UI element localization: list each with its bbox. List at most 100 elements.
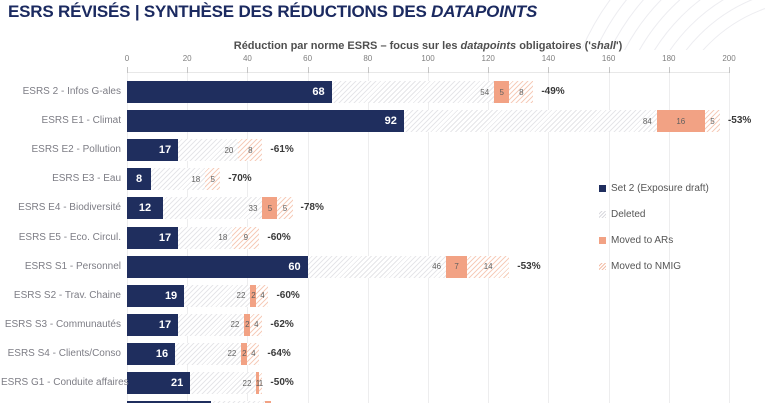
bar-segment-moved-to-ars[interactable]: 5 — [262, 197, 278, 220]
segment-value-label: 22 — [230, 320, 240, 330]
legend-item-set2[interactable]: Set 2 (Exposure draft) — [599, 183, 709, 194]
gridline — [307, 73, 309, 403]
bar-segment-set2[interactable]: 17 — [127, 226, 179, 249]
bar-row: ESRS S2 - Trav. Chaine 19 22 2 4 -60% — [14, 284, 300, 307]
segment-value-label: 22 — [236, 291, 246, 301]
bar-segment-deleted[interactable]: 54 — [331, 81, 495, 103]
bar-segment-moved-to-nmig[interactable]: 4 — [247, 342, 260, 365]
bar-segment-moved-to-nmig[interactable]: 5 — [205, 168, 221, 191]
segment-value-label: 8 — [135, 173, 143, 186]
category-label: ESRS E5 - Eco. Circul. — [18, 231, 121, 243]
reduction-percentage-label: -53% — [517, 260, 541, 272]
bar-segment-set2[interactable]: 19 — [127, 284, 185, 307]
bar-segment-moved-to-nmig[interactable]: 9 — [232, 226, 260, 249]
bar-segment-set2[interactable]: 60 — [127, 255, 308, 278]
bar-row: ESRS S1 - Personnel 60 46 7 14 -53% — [25, 255, 541, 278]
gridline — [729, 73, 730, 403]
bar-segment-set2[interactable]: 17 — [127, 139, 179, 162]
bar-segment-deleted[interactable]: 20 — [178, 139, 239, 162]
segment-value-label: 4 — [260, 291, 265, 301]
bar-segment-moved-to-nmig[interactable]: 4 — [256, 284, 269, 307]
segment-value-label: 21 — [170, 377, 184, 389]
x-axis-tick-label: 100 — [421, 54, 435, 63]
bar-segment-set2[interactable]: 16 — [127, 342, 176, 365]
segment-value-label: 22 — [227, 349, 237, 359]
bar-row: ESRS E3 - Eau 8 18 5 -70% — [52, 168, 252, 191]
axis-tick-mark — [548, 67, 550, 73]
bar-segment-moved-to-nmig[interactable]: 4 — [250, 313, 263, 336]
x-axis-tick-label: 140 — [541, 54, 556, 63]
axis-tick-mark — [729, 67, 730, 73]
bar-segment-deleted[interactable]: 84 — [403, 110, 657, 133]
bar-segment-moved-to-nmig[interactable]: 5 — [277, 197, 293, 220]
bar-segment-set2[interactable]: 68 — [127, 81, 332, 103]
bar-segment-deleted[interactable] — [211, 401, 266, 403]
legend-swatch-icon — [599, 237, 606, 244]
reduction-percentage-label: -64% — [267, 347, 291, 359]
x-axis-tick-label: 120 — [481, 54, 495, 63]
bar-segment-set2[interactable]: 8 — [127, 168, 152, 191]
bar-segment-moved-to-nmig[interactable]: 8 — [509, 81, 534, 103]
bar-segment-moved-to-nmig[interactable]: 1 — [258, 372, 264, 394]
chart-title-italic-2: shall — [590, 40, 616, 52]
bar-segment-moved-to-ars[interactable]: 2 — [244, 313, 251, 336]
bar-segment-moved-to-ars[interactable]: 16 — [656, 110, 705, 133]
chart-title-italic-1: datapoints — [460, 40, 517, 52]
page-title-italic: DATAPOINTS — [431, 2, 538, 21]
legend-item-nmig[interactable]: Moved to NMIG — [599, 261, 709, 272]
x-axis-tick-label: 80 — [363, 54, 373, 63]
bar-segment-deleted[interactable]: 22 — [175, 342, 242, 365]
reduction-percentage-label: -78% — [300, 202, 324, 214]
x-axis-tick-label: 60 — [303, 54, 313, 63]
legend-swatch-icon — [599, 211, 606, 218]
bar-segment-deleted[interactable]: 46 — [307, 255, 447, 278]
segment-value-label: 2 — [251, 291, 256, 301]
segment-value-label: 68 — [312, 86, 325, 98]
bar-segment-set2[interactable]: 92 — [127, 110, 404, 133]
legend-swatch-icon — [599, 185, 606, 192]
axis-tick-mark — [187, 67, 189, 73]
axis-tick-mark — [608, 67, 610, 73]
category-label: ESRS S3 - Communautés — [4, 318, 121, 330]
segment-value-label: 46 — [432, 262, 442, 272]
reduction-percentage-label: -60% — [276, 289, 300, 301]
bar-segment-set2[interactable]: 17 — [127, 313, 179, 336]
bar-segment-moved-to-ars[interactable]: 2 — [241, 342, 248, 365]
bar-segment-set2[interactable]: 21 — [127, 372, 191, 394]
bar-segment-moved-to-ars[interactable]: 5 — [494, 81, 510, 103]
axis-tick-mark — [488, 67, 490, 73]
legend-label: Deleted — [611, 209, 646, 220]
segment-value-label: 16 — [155, 347, 169, 360]
bar-segment-deleted[interactable]: 18 — [178, 226, 233, 249]
bar-segment-deleted[interactable]: 33 — [163, 197, 263, 220]
gridline — [428, 73, 429, 403]
segment-value-label: 1 — [258, 378, 264, 388]
bar-segment-set2[interactable] — [127, 401, 212, 403]
bar-segment-moved-to-ars[interactable] — [265, 401, 272, 403]
bar-segment-set2[interactable]: 12 — [127, 197, 164, 220]
segment-value-label: 17 — [158, 144, 172, 157]
segment-value-label: 5 — [282, 203, 288, 213]
legend-label: Moved to NMIG — [611, 261, 682, 272]
bar-segment-deleted[interactable]: 18 — [151, 168, 206, 191]
category-label: ESRS E3 - Eau — [52, 173, 121, 185]
legend-item-deleted[interactable]: Deleted — [599, 209, 709, 220]
bar-row: ESRS S3 - Communautés 17 22 2 4 -62% — [5, 313, 294, 336]
bar-segment-moved-to-ars[interactable]: 2 — [250, 284, 257, 307]
bar-segment-deleted[interactable]: 22 — [178, 313, 245, 336]
segment-value-label: 7 — [454, 262, 459, 272]
bar-segment-moved-to-ars[interactable]: 1 — [256, 372, 260, 394]
bar-segment-moved-to-nmig[interactable]: 14 — [467, 255, 510, 278]
segment-value-label: 5 — [267, 203, 273, 213]
bar-segment-deleted[interactable]: 22 — [190, 372, 257, 394]
bar-segment-moved-to-ars[interactable]: 7 — [446, 255, 468, 278]
axis-tick-mark — [127, 67, 128, 73]
legend-item-ars[interactable]: Moved to ARs — [599, 235, 709, 246]
bar-row: ESRS E4 - Biodiversité 12 33 5 5 -78% — [18, 197, 324, 220]
segment-value-label: 84 — [642, 116, 652, 126]
gridline — [488, 73, 490, 403]
bar-segment-deleted[interactable]: 22 — [184, 284, 251, 307]
bar-segment-moved-to-nmig[interactable]: 5 — [704, 110, 720, 133]
bar-segment-moved-to-nmig[interactable]: 8 — [238, 139, 263, 162]
segment-value-label: 33 — [248, 203, 258, 213]
